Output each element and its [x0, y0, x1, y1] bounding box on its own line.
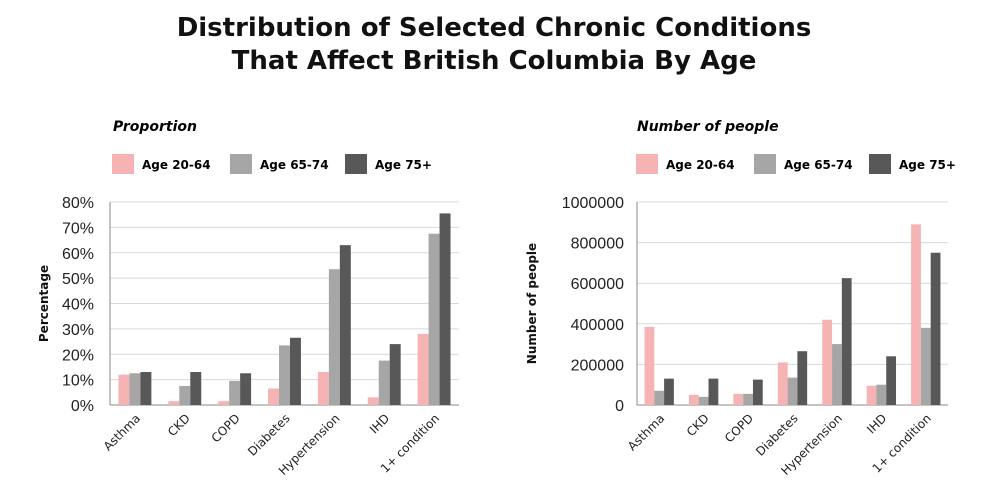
y-tick-label: 70% [62, 220, 94, 237]
bar-diabetes-age-20-64 [268, 388, 280, 405]
bar-asthma-age-20-64 [644, 326, 655, 405]
bar-diabetes-age-65-74 [787, 377, 798, 405]
y-tick-label: 50% [62, 271, 94, 288]
bar-1-condition-age-75-plus [930, 252, 941, 405]
bar-1-condition-age-75-plus [439, 213, 451, 405]
x-tick-label-copd: COPD [209, 411, 243, 445]
x-tick-label-asthma: Asthma [101, 411, 143, 453]
bar-diabetes-age-75-plus [289, 337, 301, 405]
x-tick-label-ckd: CKD [684, 411, 712, 439]
x-tick-label-ckd: CKD [165, 411, 193, 439]
bar-copd-age-20-64 [733, 393, 744, 405]
chart-panel-1: Proportion Age 20-64 Age 65-74 Age 75+ 0% 10%… [37, 119, 459, 478]
bar-asthma-age-20-64 [118, 374, 130, 405]
bar-hypertension-age-75-plus [841, 278, 852, 405]
bar-copd-age-65-74 [743, 393, 753, 405]
bar-copd-age-20-64 [218, 401, 230, 405]
legend-swatch-age-65-74 [230, 154, 252, 174]
main-title-line1: Distribution of Selected Chronic Conditi… [176, 13, 812, 43]
y-tick-label: 800000 [571, 236, 624, 253]
bar-diabetes-age-20-64 [777, 362, 788, 405]
legend-swatch-age-65-74 [754, 154, 776, 174]
chart-panel-2: Number of people Age 20-64 Age 65-74 Age 75… [525, 119, 956, 478]
y-tick-label: 30% [62, 322, 94, 339]
y-tick-label: 1000000 [562, 195, 624, 212]
main-title-line2: That Affect British Columbia By Age [231, 46, 757, 76]
bar-ihd-age-75-plus [389, 344, 401, 405]
legend-label-age-20-64: Age 20-64 [666, 158, 735, 172]
y-axis-label: Number of people [525, 243, 539, 364]
x-tick-label-ihd: IHD [367, 411, 392, 436]
y-tick-label: 0% [71, 398, 94, 415]
legend-label-age-65-74: Age 65-74 [260, 158, 329, 172]
bar-copd-age-65-74 [229, 380, 241, 405]
y-tick-label: 60% [62, 246, 94, 263]
bar-asthma-age-65-74 [129, 373, 141, 405]
bar-asthma-age-75-plus [140, 372, 152, 405]
bar-ckd-age-75-plus [708, 378, 719, 405]
y-tick-label: 20% [62, 347, 94, 364]
bar-ihd-age-65-74 [876, 384, 887, 405]
bar-ckd-age-75-plus [190, 372, 202, 405]
bar-ihd-age-65-74 [378, 360, 390, 405]
y-tick-label: 400000 [571, 317, 624, 334]
bar-copd-age-75-plus [240, 373, 252, 405]
bar-ihd-age-20-64 [367, 397, 379, 405]
bar-hypertension-age-65-74 [328, 269, 340, 405]
bar-hypertension-age-75-plus [339, 245, 351, 405]
bar-1-condition-age-65-74 [920, 327, 931, 405]
y-tick-label: 600000 [571, 276, 624, 293]
y-axis-label: Percentage [37, 265, 51, 342]
legend-swatch-age-75-plus [869, 154, 891, 174]
bar-1-condition-age-65-74 [428, 233, 440, 405]
y-tick-label: 40% [62, 297, 94, 314]
y-tick-label: 10% [62, 373, 94, 390]
bar-asthma-age-65-74 [654, 390, 665, 405]
bar-hypertension-age-20-64 [822, 319, 833, 405]
main-title: Distribution of Selected Chronic Conditi… [0, 12, 988, 78]
y-tick-label: 200000 [571, 357, 624, 374]
x-tick-label-asthma: Asthma [625, 411, 667, 453]
panel-title: Number of people [637, 119, 779, 135]
bar-ckd-age-65-74 [698, 396, 709, 405]
bar-hypertension-age-20-64 [317, 372, 329, 405]
y-tick-label: 0 [615, 398, 624, 415]
bar-hypertension-age-65-74 [832, 344, 842, 405]
x-tick-label-copd: COPD [722, 411, 756, 445]
bar-ihd-age-20-64 [866, 385, 877, 405]
legend-label-age-75-plus: Age 75+ [899, 158, 956, 172]
legend-swatch-age-20-64 [112, 154, 134, 174]
x-tick-label-diabetes: Diabetes [245, 411, 293, 459]
bar-1-condition-age-20-64 [417, 333, 429, 405]
y-tick-label: 80% [62, 195, 94, 212]
legend-label-age-65-74: Age 65-74 [784, 158, 853, 172]
legend-swatch-age-75-plus [345, 154, 367, 174]
bar-diabetes-age-65-74 [279, 345, 290, 405]
legend-swatch-age-20-64 [636, 154, 658, 174]
bar-ckd-age-20-64 [168, 401, 180, 405]
bar-asthma-age-75-plus [664, 378, 674, 405]
panel-title: Proportion [113, 119, 197, 135]
bar-diabetes-age-75-plus [797, 351, 808, 405]
bar-copd-age-75-plus [752, 379, 763, 405]
x-tick-label-ihd: IHD [864, 411, 889, 436]
legend-label-age-20-64: Age 20-64 [142, 158, 211, 172]
bar-ckd-age-20-64 [688, 394, 699, 405]
bar-ihd-age-75-plus [886, 356, 897, 405]
bar-1-condition-age-20-64 [911, 224, 921, 405]
bar-ckd-age-65-74 [179, 385, 191, 405]
legend-label-age-75-plus: Age 75+ [375, 158, 432, 172]
